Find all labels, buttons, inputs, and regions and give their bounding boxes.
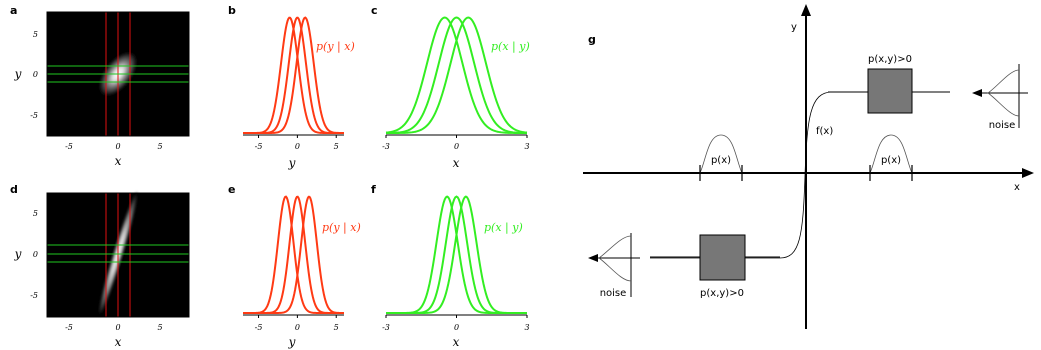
panel-label-g: g <box>588 33 596 46</box>
density-curve <box>243 16 344 134</box>
px-bump-left <box>699 134 743 174</box>
y-tick: -5 <box>30 111 38 120</box>
panel-c: c p(x | y) x -3 0 3 <box>371 4 530 170</box>
panel-g: g x y f(x) p(x) p(x) p(x,y)>0 p(x,y)>0 <box>583 4 1034 329</box>
panel-e: e p(y | x) y -5 0 5 <box>228 183 361 349</box>
x-axis-label: y <box>288 156 296 170</box>
density-curve <box>386 195 527 314</box>
x-tick: -5 <box>255 142 263 151</box>
x-tick: 0 <box>454 142 459 151</box>
density-curve <box>386 16 528 134</box>
x-tick: 3 <box>524 142 529 151</box>
curve-label: p(y | x) <box>316 40 355 54</box>
noise-glyph-right: noise <box>972 64 1028 131</box>
x-tick: 5 <box>157 142 162 151</box>
x-tick: 0 <box>295 142 300 151</box>
panel-a: a 5 0 -5 -5 0 5 x y <box>10 4 190 168</box>
density-curve <box>386 195 527 314</box>
y-axis-label: y <box>14 247 22 261</box>
y-axis-label: y <box>791 22 797 33</box>
x-axis-label: x <box>453 335 460 349</box>
x-tick: -5 <box>255 323 263 332</box>
joint-support-box-upper <box>867 68 913 114</box>
x-axis-label: x <box>115 335 122 349</box>
density-curve <box>386 195 527 314</box>
y-tick: 0 <box>33 70 38 79</box>
panel-d: d 5 0 -5 -5 0 5 x y <box>10 183 190 349</box>
heatmap-d <box>46 190 190 318</box>
noise-label: noise <box>600 288 627 299</box>
joint-support-box-lower <box>699 234 746 281</box>
x-tick: 0 <box>454 323 459 332</box>
x-axis-label: y <box>288 335 296 349</box>
y-tick: -5 <box>30 291 38 300</box>
x-axis-arrow <box>1022 168 1034 178</box>
joint-label: p(x,y)>0 <box>700 288 744 299</box>
y-tick: 0 <box>33 250 38 259</box>
px-bump-right <box>869 134 913 174</box>
x-axis-label: x <box>115 154 122 168</box>
x-tick: -5 <box>65 142 73 151</box>
y-axis-arrow <box>801 4 811 16</box>
y-tick: 5 <box>33 30 38 39</box>
noise-glyph-left: noise <box>588 233 640 299</box>
noise-label: noise <box>989 120 1016 131</box>
x-axis-label: x <box>1014 182 1020 193</box>
panel-label-d: d <box>10 183 18 196</box>
curve-label: p(x | y) <box>491 40 530 54</box>
heatmap-a <box>46 11 190 137</box>
panel-label-a: a <box>10 4 17 17</box>
function-label: f(x) <box>816 126 833 137</box>
y-axis-label: y <box>14 67 22 81</box>
px-label: p(x) <box>711 155 731 166</box>
x-tick: 5 <box>334 142 339 151</box>
x-tick: 5 <box>157 323 162 332</box>
density-curve <box>243 16 345 134</box>
density-curve <box>385 16 527 134</box>
density-curve <box>243 195 345 314</box>
function-curve <box>650 91 950 259</box>
x-tick: -5 <box>65 323 73 332</box>
y-tick: 5 <box>33 209 38 218</box>
x-tick: 0 <box>115 142 120 151</box>
x-axis-label: x <box>453 156 460 170</box>
x-tick: 5 <box>334 323 339 332</box>
curve-label: p(x | y) <box>484 221 523 235</box>
x-tick: 3 <box>524 323 529 332</box>
density-curve <box>385 16 528 134</box>
panel-label-e: e <box>228 183 235 196</box>
x-tick: -3 <box>382 323 390 332</box>
panel-f: f p(x | y) x -3 0 3 <box>371 183 530 349</box>
panel-b: b p(y | x) y -5 0 5 <box>228 4 355 170</box>
panel-label-c: c <box>371 4 378 17</box>
x-tick: 0 <box>295 323 300 332</box>
joint-label: p(x,y)>0 <box>868 54 912 65</box>
panel-label-b: b <box>228 4 236 17</box>
curve-label: p(y | x) <box>322 221 361 235</box>
x-tick: 0 <box>115 323 120 332</box>
px-label: p(x) <box>881 155 901 166</box>
x-tick: -3 <box>382 142 390 151</box>
panel-label-f: f <box>371 183 376 196</box>
